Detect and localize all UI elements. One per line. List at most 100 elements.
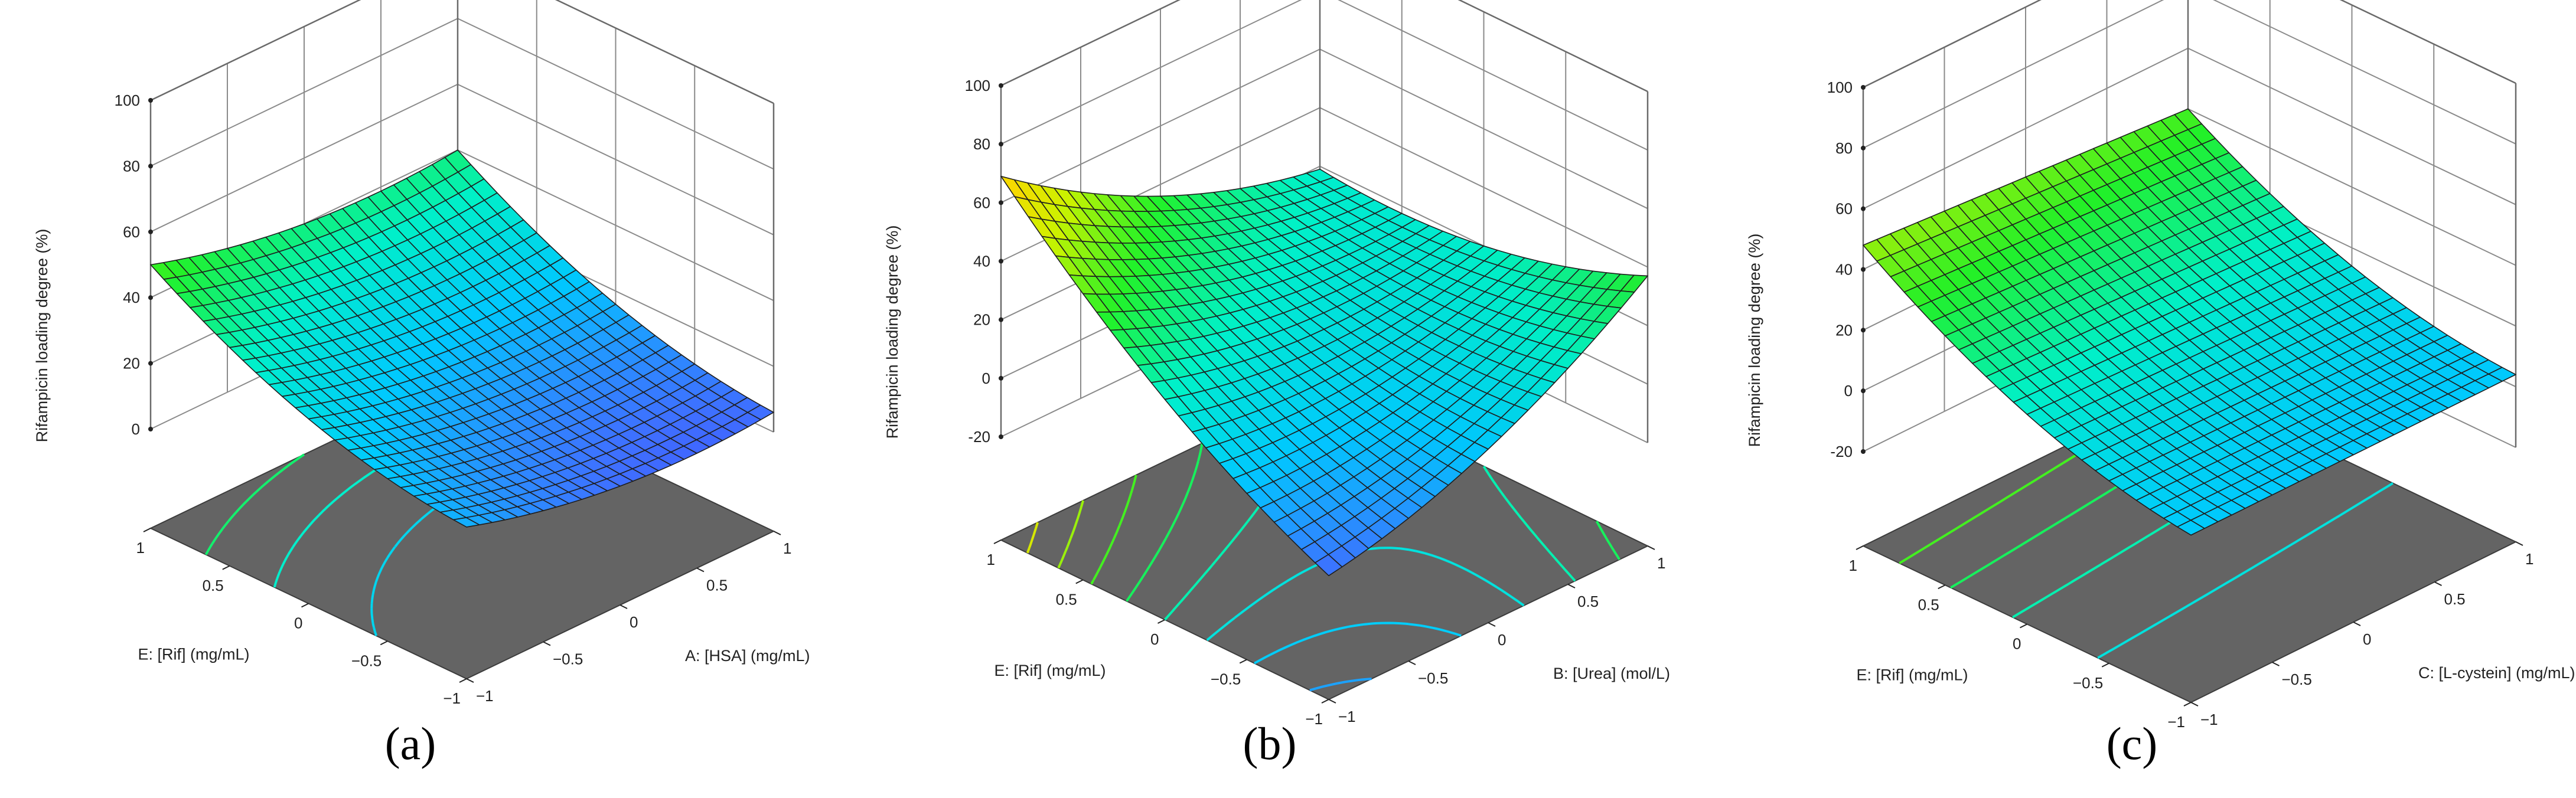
panel-caption-a: (a) bbox=[384, 718, 436, 769]
x-tick-mark bbox=[2272, 662, 2280, 666]
x-tick-label: 0 bbox=[1498, 631, 1506, 649]
y-tick-mark bbox=[1938, 584, 1946, 590]
z-tick-label: 60 bbox=[1835, 200, 1853, 218]
y-axis-title: E: [Rif] (mg/mL) bbox=[138, 646, 249, 663]
x-tick-mark bbox=[1328, 699, 1336, 704]
chart-panel-a: −1 −0.5 0 0.5 1 −1 −0.5 0 0.5 1 0 20 40 60 80 100 A: [HS… bbox=[33, 0, 810, 707]
axis-labels-a: A: [HSA] (mg/mL) E: [Rif] (mg/mL) Rifampic… bbox=[33, 229, 810, 665]
z-axis-title: Rifampicin loading degree (%) bbox=[1746, 234, 1763, 447]
y-tick-mark bbox=[459, 678, 467, 683]
contour-line bbox=[1090, 475, 1137, 585]
z-tick-label: 60 bbox=[123, 223, 140, 241]
x-tick-label: −0.5 bbox=[553, 650, 583, 668]
surface-mesh-a bbox=[150, 149, 774, 528]
wall-edge bbox=[2339, 0, 2516, 84]
z-axis-title: Rifampicin loading degree (%) bbox=[883, 225, 901, 439]
wall-edge bbox=[1863, 0, 2042, 89]
y-tick-mark bbox=[2101, 662, 2109, 668]
tick-labels-b: −1 −0.5 0 0.5 1 −1 −0.5 0 0.5 1 -20 0 20 40 60 80 100 bbox=[965, 77, 1666, 728]
z-tick-mark bbox=[148, 295, 153, 300]
y-tick-label: 1 bbox=[1849, 557, 1857, 574]
y-tick-mark bbox=[1075, 579, 1084, 584]
z-tick-label: 40 bbox=[973, 253, 990, 270]
contour-line bbox=[2097, 482, 2394, 659]
y-tick-mark bbox=[2020, 623, 2027, 629]
z-tick-label: 40 bbox=[123, 289, 140, 306]
z-tick-mark bbox=[148, 163, 153, 169]
y-tick-mark bbox=[222, 565, 230, 570]
z-tick-label: 60 bbox=[973, 194, 990, 211]
wall-edge bbox=[150, 0, 361, 102]
panel-caption-c: (c) bbox=[2106, 718, 2158, 769]
y-tick-label: 0.5 bbox=[1918, 596, 1939, 613]
x-tick-label: −1 bbox=[2200, 711, 2218, 728]
z-tick-label: 0 bbox=[1844, 382, 1853, 400]
z-tick-mark bbox=[1861, 267, 1866, 272]
y-tick-label: 0.5 bbox=[203, 577, 224, 594]
surface-cell bbox=[1315, 554, 1343, 577]
contour-line bbox=[1126, 443, 1620, 602]
y-tick-mark bbox=[301, 603, 309, 608]
z-tick-mark bbox=[999, 200, 1003, 205]
surface-cell bbox=[452, 517, 480, 528]
z-tick-mark bbox=[999, 83, 1003, 88]
x-tick-mark bbox=[1567, 584, 1576, 588]
x-tick-label: 0.5 bbox=[706, 577, 728, 594]
y-tick-label: −0.5 bbox=[2073, 674, 2103, 692]
y-tick-mark bbox=[2183, 702, 2192, 707]
x-tick-label: 1 bbox=[1657, 554, 1665, 572]
z-tick-mark bbox=[999, 142, 1003, 147]
wall-edge bbox=[1457, 0, 1648, 93]
z-tick-label: 100 bbox=[115, 91, 140, 109]
y-tick-mark bbox=[1321, 699, 1329, 704]
z-tick-mark bbox=[148, 98, 153, 103]
z-tick-label: 20 bbox=[973, 311, 990, 329]
y-axis-title: E: [Rif] (mg/mL) bbox=[1856, 666, 1968, 684]
chart-panel-b: −1 −0.5 0 0.5 1 −1 −0.5 0 0.5 1 -20 0 20 40 60 80 100 B: … bbox=[883, 0, 1670, 728]
x-tick-mark bbox=[619, 604, 628, 609]
surface-cell bbox=[2177, 519, 2205, 536]
z-tick-mark bbox=[999, 375, 1003, 381]
contour-line bbox=[1026, 522, 1039, 554]
z-tick-mark bbox=[1861, 206, 1866, 211]
z-tick-label: 80 bbox=[1835, 139, 1853, 157]
y-tick-label: 0 bbox=[294, 614, 302, 632]
z-tick-mark bbox=[1861, 449, 1866, 454]
z-tick-label: 80 bbox=[973, 135, 990, 153]
y-tick-label: 1 bbox=[136, 539, 145, 557]
y-tick-label: 0 bbox=[2013, 635, 2021, 653]
z-tick-mark bbox=[1861, 328, 1866, 333]
z-tick-mark bbox=[1861, 388, 1866, 394]
z-axis-title: Rifampicin loading degree (%) bbox=[33, 229, 51, 443]
wall-z-gridline bbox=[150, 0, 774, 104]
z-tick-mark bbox=[1861, 145, 1866, 151]
x-tick-mark bbox=[2353, 622, 2361, 626]
z-tick-mark bbox=[148, 229, 153, 234]
x-tick-label: −1 bbox=[1338, 708, 1356, 725]
x-tick-mark bbox=[1647, 545, 1655, 550]
x-tick-label: 0.5 bbox=[1577, 593, 1599, 610]
x-tick-mark bbox=[2434, 581, 2442, 586]
y-tick-mark bbox=[1856, 545, 1864, 550]
z-tick-mark bbox=[148, 361, 153, 366]
contour-line bbox=[1254, 622, 1462, 665]
y-tick-label: 1 bbox=[987, 551, 995, 568]
z-tick-label: 40 bbox=[1835, 261, 1853, 279]
y-tick-label: −1 bbox=[2167, 713, 2185, 731]
z-tick-mark bbox=[999, 259, 1003, 264]
z-tick-mark bbox=[999, 317, 1003, 322]
y-tick-label: 0 bbox=[1150, 630, 1159, 648]
x-tick-mark bbox=[466, 678, 474, 683]
y-tick-label: −0.5 bbox=[1211, 671, 1241, 688]
axis-labels-b: B: [Urea] (mol/L) E: [Rif] (mg/mL) Rifampi… bbox=[883, 225, 1670, 682]
z-tick-label: 100 bbox=[965, 77, 990, 94]
y-axis-title: E: [Rif] (mg/mL) bbox=[994, 662, 1106, 679]
z-tick-label: 0 bbox=[132, 420, 140, 438]
y-tick-label: −1 bbox=[443, 689, 461, 707]
x-tick-mark bbox=[696, 567, 705, 573]
z-tick-mark bbox=[148, 427, 153, 431]
surface-mesh-b bbox=[1000, 168, 1648, 577]
wall-z-gridline bbox=[1863, 0, 2516, 88]
x-axis-title: A: [HSA] (mg/mL) bbox=[685, 647, 810, 665]
y-tick-label: −1 bbox=[1305, 710, 1323, 728]
